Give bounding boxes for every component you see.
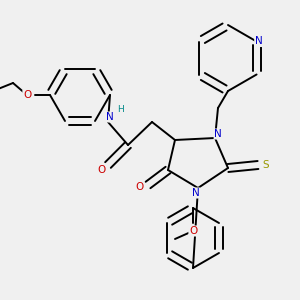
Text: H: H	[117, 106, 123, 115]
Text: N: N	[106, 112, 114, 122]
Text: O: O	[23, 90, 31, 100]
Text: O: O	[189, 226, 197, 236]
Text: N: N	[214, 129, 222, 139]
Text: O: O	[136, 182, 144, 192]
Text: S: S	[263, 160, 269, 170]
Text: N: N	[255, 37, 262, 46]
Text: O: O	[98, 165, 106, 175]
Text: N: N	[192, 188, 200, 198]
